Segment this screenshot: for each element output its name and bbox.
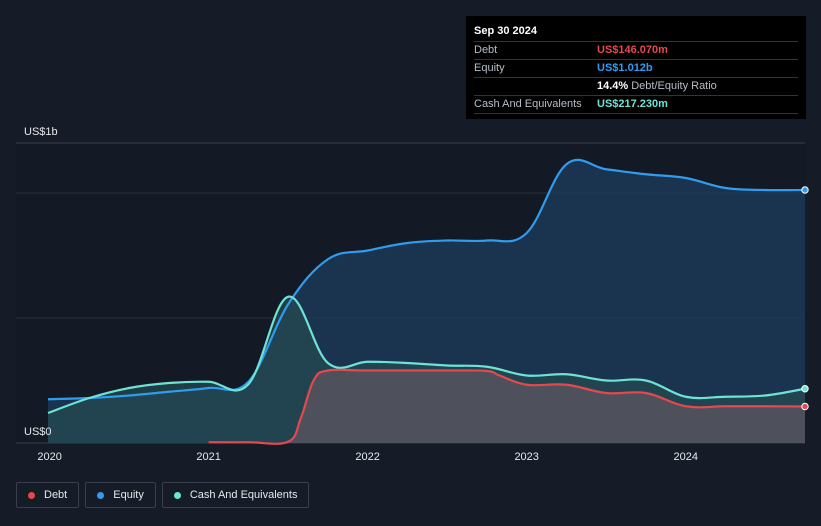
endpoint-cash-and-equivalents[interactable] xyxy=(801,385,809,393)
tooltip-row-ratio: 14.4% Debt/Equity Ratio xyxy=(474,78,798,96)
tooltip-value-cash: US$217.230m xyxy=(597,98,668,110)
line-cash-and-equivalents xyxy=(47,295,806,415)
legend-label-equity: Equity xyxy=(113,489,144,501)
tooltip-row-equity: Equity US$1.012b xyxy=(474,60,798,78)
tooltip-ratio-caption: Debt/Equity Ratio xyxy=(631,80,717,92)
data-tooltip: Sep 30 2024 Debt US$146.070m Equity US$1… xyxy=(466,16,806,119)
x-axis-ticks: 2020 2021 2022 2023 2024 xyxy=(37,451,698,463)
tooltip-label: Cash And Equivalents xyxy=(474,98,582,110)
endpoint-debt[interactable] xyxy=(801,402,809,411)
tooltip-value-equity: US$1.012b xyxy=(597,62,653,74)
line-equity xyxy=(47,158,806,401)
chart-legend: Debt Equity Cash And Equivalents xyxy=(16,482,310,508)
tooltip-row-debt: Debt US$146.070m xyxy=(474,42,798,60)
x-tick-label: 2023 xyxy=(514,451,538,463)
legend-dot-equity xyxy=(97,491,105,499)
x-tick-label: 2022 xyxy=(355,451,379,463)
tooltip-row-cash: Cash And Equivalents US$217.230m xyxy=(474,96,798,114)
endpoint-equity[interactable] xyxy=(801,186,809,194)
series-endpoints xyxy=(801,186,809,411)
area-debt xyxy=(208,369,805,444)
tooltip-label xyxy=(474,78,597,95)
x-tick-label: 2020 xyxy=(37,451,61,463)
legend-item-equity[interactable]: Equity xyxy=(85,482,156,508)
legend-label-debt: Debt xyxy=(44,489,68,501)
x-tick-label: 2024 xyxy=(673,451,697,463)
legend-label-cash: Cash And Equivalents xyxy=(189,489,298,501)
y-axis-bottom-label: US$0 xyxy=(24,426,52,438)
area-equity xyxy=(48,159,805,443)
tooltip-label: Debt xyxy=(474,44,498,56)
y-axis-top-label: US$1b xyxy=(24,126,58,138)
tooltip-value-ratio: 14.4% xyxy=(597,80,629,92)
x-tick-label: 2021 xyxy=(196,451,220,463)
legend-dot-cash xyxy=(173,491,181,499)
series-lines xyxy=(47,158,806,445)
tooltip-value-debt: US$146.070m xyxy=(597,44,668,56)
legend-dot-debt xyxy=(28,491,35,499)
legend-item-debt[interactable]: Debt xyxy=(16,482,80,508)
tooltip-date: Sep 30 2024 xyxy=(474,24,798,42)
tooltip-label: Equity xyxy=(474,62,505,74)
line-debt xyxy=(208,368,806,445)
legend-item-cash[interactable]: Cash And Equivalents xyxy=(161,482,310,508)
